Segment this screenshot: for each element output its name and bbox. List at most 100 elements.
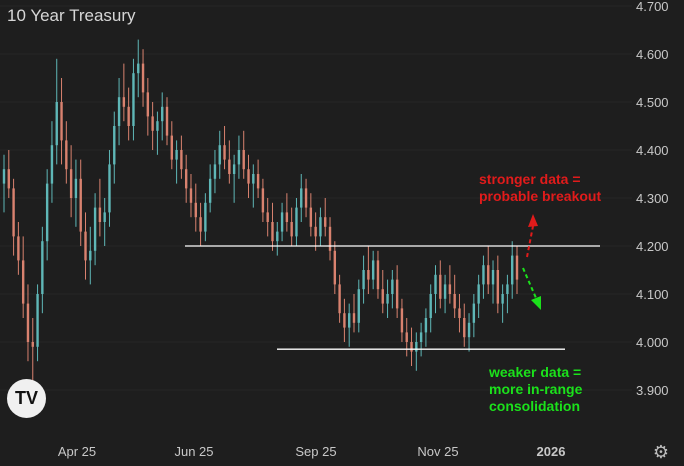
candle <box>482 255 485 299</box>
candle-body <box>36 294 39 347</box>
candle <box>429 284 432 333</box>
breakdown-arrow-shaft <box>522 267 537 299</box>
candle <box>69 145 73 218</box>
candle <box>333 241 337 294</box>
x-axis[interactable]: Apr 25 Jun 25 Sep 25 Nov 25 2026 <box>58 444 566 459</box>
consolidation-annotation-line3: consolidation <box>489 398 580 414</box>
candle <box>50 121 54 203</box>
candle <box>496 255 500 314</box>
candle-body <box>371 260 375 280</box>
candle-body <box>137 63 140 74</box>
candle-body <box>84 231 87 261</box>
candle <box>324 198 327 237</box>
candle-body <box>429 294 432 318</box>
candle <box>304 178 308 218</box>
candle-body <box>343 313 346 328</box>
candle-body <box>98 207 102 222</box>
candle <box>319 207 322 246</box>
candle <box>127 87 130 141</box>
x-tick-label: Apr 25 <box>58 444 96 459</box>
candle <box>285 193 289 232</box>
candle-body <box>156 121 159 131</box>
y-tick-label: 3.900 <box>636 383 669 398</box>
candle-body <box>194 202 197 218</box>
candle-body <box>261 188 265 213</box>
candle-body <box>132 73 135 126</box>
x-tick-label: Nov 25 <box>417 444 458 459</box>
breakout-annotation-line2: probable breakout <box>479 188 602 204</box>
gear-icon[interactable]: ⚙ <box>652 442 670 462</box>
candle <box>290 207 293 246</box>
candle-body <box>55 102 58 146</box>
candle-body <box>65 140 68 170</box>
candle-body <box>472 303 476 323</box>
candle <box>223 126 226 170</box>
candle-body <box>165 106 169 136</box>
candle <box>12 178 15 256</box>
candle-body <box>266 212 269 222</box>
y-tick-label: 4.300 <box>636 191 669 206</box>
candle <box>141 49 145 107</box>
y-tick-label: 4.500 <box>636 95 669 110</box>
candle <box>477 274 480 318</box>
candle-body <box>74 178 78 198</box>
candle-body <box>405 332 408 342</box>
candle-body <box>415 342 418 352</box>
candle <box>300 174 303 222</box>
candle <box>314 212 317 251</box>
breakout-arrowhead <box>528 214 538 227</box>
candle <box>362 255 365 304</box>
candle-body <box>300 188 303 208</box>
candle-body <box>12 188 15 237</box>
candle-body <box>304 188 308 208</box>
candle-body <box>151 116 154 131</box>
candle-body <box>213 164 217 179</box>
candle <box>376 250 380 299</box>
candle-body <box>141 63 145 93</box>
candle <box>7 150 10 198</box>
y-tick-label: 4.600 <box>636 47 669 62</box>
y-axis[interactable]: 4.700 4.600 4.500 4.400 4.300 4.200 4.100 4.000… <box>636 0 669 398</box>
candle <box>122 63 126 122</box>
candle-body <box>271 222 274 242</box>
candle-body <box>448 284 452 294</box>
candle-body <box>328 226 332 251</box>
candle <box>271 202 274 251</box>
candle-body <box>491 270 495 285</box>
candle-body <box>45 183 49 242</box>
candle <box>218 130 221 179</box>
candle <box>45 169 49 261</box>
candle <box>410 327 413 366</box>
candle-body <box>208 178 212 203</box>
candle <box>228 140 231 184</box>
projection-arrows <box>522 214 541 310</box>
candle <box>180 135 183 179</box>
candle <box>74 159 78 227</box>
x-tick-label: 2026 <box>537 444 566 459</box>
candle-body <box>463 318 466 338</box>
candle-body <box>511 255 514 285</box>
candle-body <box>199 217 202 232</box>
candle <box>343 298 346 342</box>
candle-body <box>237 150 241 165</box>
candle <box>381 270 384 314</box>
candle <box>501 284 504 323</box>
candle <box>194 183 197 232</box>
y-tick-label: 4.200 <box>636 239 669 254</box>
candle-body <box>17 236 20 261</box>
candle-body <box>338 284 341 314</box>
candle-body <box>189 188 193 203</box>
candle-body <box>506 284 509 294</box>
candles-group <box>2 39 519 381</box>
tradingview-logo[interactable]: TV <box>7 379 46 418</box>
candle <box>175 140 178 184</box>
candle-body <box>180 150 183 170</box>
chart-title: 10 Year Treasury <box>7 6 136 25</box>
candle <box>487 246 490 294</box>
candle <box>261 178 265 222</box>
candle-body <box>41 241 44 294</box>
candle-body <box>21 260 25 304</box>
candle <box>367 246 370 294</box>
candle <box>405 318 408 357</box>
